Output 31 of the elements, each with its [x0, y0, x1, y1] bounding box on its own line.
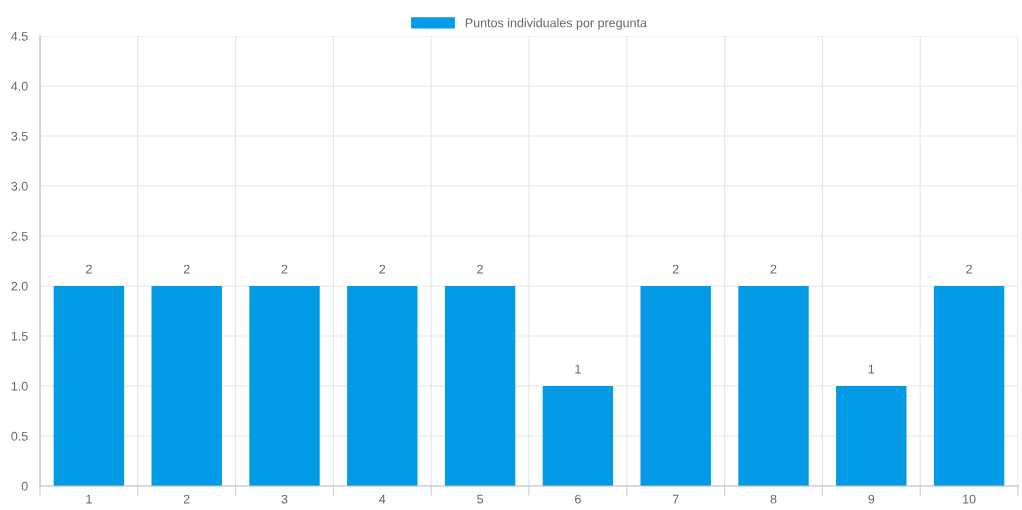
- data-label: 2: [966, 264, 972, 274]
- data-label: 2: [672, 264, 679, 274]
- x-tick-label: 10: [963, 494, 976, 504]
- data-label: 2: [86, 264, 92, 274]
- y-tick-label: 4.5: [11, 31, 28, 41]
- y-tick-label: 3.0: [11, 181, 28, 191]
- x-tick-label: 9: [868, 494, 875, 504]
- y-tick-label: 0: [21, 481, 28, 491]
- data-label: 2: [183, 264, 190, 274]
- y-tick-label: 0.5: [11, 431, 28, 441]
- x-tick-label: 4: [379, 494, 386, 504]
- x-tick-label: 2: [183, 494, 190, 504]
- x-tick-label: 5: [477, 494, 484, 504]
- x-tick-label: 8: [770, 494, 777, 504]
- x-tick-label: 6: [575, 494, 581, 504]
- data-label: 1: [868, 364, 875, 374]
- data-label: 2: [281, 264, 288, 274]
- y-tick-label: 3.5: [11, 131, 28, 141]
- x-tick-label: 1: [86, 494, 92, 504]
- x-tick-label: 3: [281, 494, 288, 504]
- x-tick-label: 7: [672, 494, 679, 504]
- legend-label: Puntos individuales por pregunta: [465, 18, 647, 30]
- y-tick-label: 2.5: [11, 231, 28, 241]
- data-label: 1: [575, 364, 581, 374]
- data-label: 2: [770, 264, 777, 274]
- data-label: 2: [379, 264, 386, 274]
- y-tick-label: 1.5: [11, 331, 28, 341]
- y-tick-label: 1.0: [11, 381, 28, 391]
- data-label: 2: [477, 264, 483, 274]
- y-tick-label: 4.0: [11, 81, 28, 91]
- y-tick-label: 2.0: [11, 281, 28, 291]
